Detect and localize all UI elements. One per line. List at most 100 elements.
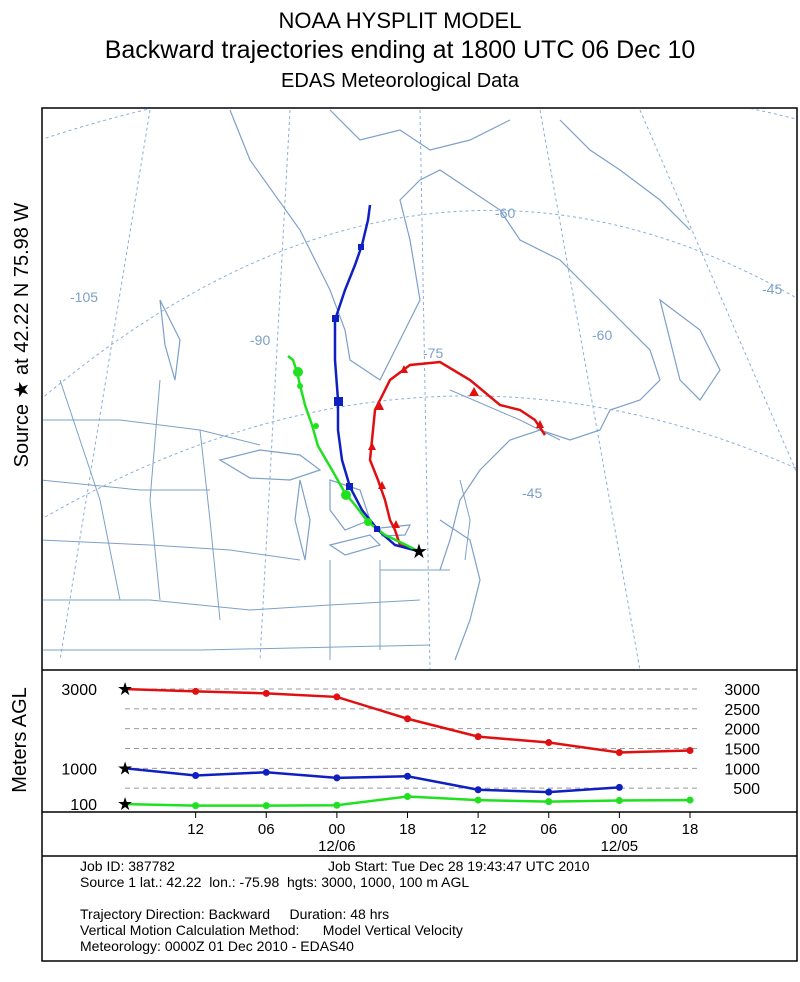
height-series-marker bbox=[686, 746, 694, 754]
border-6 bbox=[43, 599, 421, 611]
meteorology-info: Meteorology: 0000Z 01 Dec 2010 - EDAS40 bbox=[80, 938, 354, 954]
newfoundland bbox=[659, 298, 721, 401]
source-info: Source 1 lat.: 42.22 lon.: -75.98 hgts: … bbox=[80, 874, 470, 890]
trajectory-marker bbox=[392, 520, 400, 528]
left-tick-label: 3000 bbox=[61, 682, 97, 699]
trajectory-marker bbox=[378, 481, 386, 489]
vertical-motion-method: Vertical Motion Calculation Method: Mode… bbox=[80, 922, 463, 938]
start-star-icon: ★ bbox=[117, 679, 133, 699]
map-panel: -105 -90 -75 -60 -60 -45 -45 bbox=[11, 109, 796, 669]
height-series-marker bbox=[545, 798, 553, 806]
height-series-marker bbox=[474, 786, 482, 794]
x-tick-label: 00 bbox=[329, 821, 346, 838]
state-borders bbox=[43, 379, 561, 660]
x-tick-label: 06 bbox=[258, 821, 275, 838]
labrador-coast bbox=[559, 119, 691, 231]
height-gridlines bbox=[125, 688, 700, 789]
height-series-marker bbox=[333, 801, 341, 809]
left-tick-labels: 3000 1000 100 bbox=[61, 682, 97, 814]
height-series-marker bbox=[686, 796, 694, 804]
height-series-marker bbox=[192, 771, 200, 779]
right-tick-label: 3000 bbox=[724, 682, 760, 699]
height-series-marker bbox=[404, 715, 411, 723]
blue-markers bbox=[332, 244, 380, 532]
lake-erie bbox=[328, 534, 382, 556]
height-series-marker bbox=[615, 783, 623, 791]
x-tick-label: 06 bbox=[540, 821, 557, 838]
title-line-2: Backward trajectories ending at 1800 UTC… bbox=[104, 36, 696, 64]
longitude-label: -75 bbox=[423, 345, 443, 361]
latitude-circle-1 bbox=[43, 209, 796, 399]
border-4 bbox=[43, 479, 210, 491]
map-trajectories bbox=[287, 204, 547, 553]
meridian-1 bbox=[59, 109, 151, 661]
height-series-marker bbox=[333, 774, 341, 782]
title-line-1: NOAA HYSPLIT MODEL bbox=[278, 8, 522, 33]
border-1 bbox=[59, 379, 121, 601]
trajectory-marker bbox=[364, 518, 372, 526]
start-star-icon: ★ bbox=[117, 794, 133, 814]
longitude-label: -105 bbox=[70, 289, 98, 305]
east-coast bbox=[439, 519, 481, 661]
x-tick-labels: 12 06 00 18 12 06 00 18 bbox=[187, 812, 698, 838]
trajectory-marker bbox=[536, 420, 544, 428]
meridian-2 bbox=[259, 109, 291, 661]
meridian-3 bbox=[419, 109, 431, 669]
height-series-marker bbox=[615, 796, 623, 804]
latitude-circle-3 bbox=[43, 395, 796, 519]
border-2 bbox=[149, 379, 161, 601]
map-trajectory-100m bbox=[287, 355, 419, 553]
trajectory-marker bbox=[334, 397, 343, 406]
trajectory-marker bbox=[376, 402, 384, 410]
height-series-marker bbox=[262, 689, 270, 697]
lake-huron bbox=[329, 479, 371, 531]
x-tick-label: 12 bbox=[470, 821, 487, 838]
lake-winnipeg bbox=[159, 299, 181, 381]
green-markers bbox=[293, 367, 372, 526]
date-label: 12/06 bbox=[318, 838, 356, 855]
border-3 bbox=[199, 429, 221, 621]
longitude-label: -45 bbox=[522, 485, 542, 501]
y-axis-label: Meters AGL bbox=[9, 687, 31, 793]
x-tick-label: 18 bbox=[682, 821, 699, 838]
longitude-label: -90 bbox=[250, 332, 270, 348]
us-canada-border bbox=[43, 419, 261, 446]
trajectory-marker bbox=[297, 383, 303, 389]
height-series-marker bbox=[404, 772, 411, 780]
right-tick-labels: 3000 2500 2000 1500 1000 500 bbox=[724, 682, 760, 798]
trajectory-marker bbox=[400, 365, 408, 373]
trajectory-marker bbox=[341, 490, 351, 500]
x-tick-label: 12 bbox=[187, 821, 204, 838]
border-7 bbox=[43, 644, 431, 651]
date-labels: 12/06 12/05 bbox=[318, 838, 638, 855]
left-tick-label: 1000 bbox=[61, 761, 97, 778]
height-series-marker bbox=[474, 733, 482, 741]
right-tick-label: 1500 bbox=[724, 742, 760, 759]
longitude-label: -60 bbox=[495, 205, 515, 221]
height-series-line bbox=[124, 767, 620, 794]
date-label: 12/05 bbox=[601, 838, 639, 855]
map-trajectory-3000m bbox=[368, 360, 547, 553]
job-id: Job ID: 387782 bbox=[80, 858, 175, 874]
right-tick-label: 2000 bbox=[724, 722, 760, 739]
trajectory-marker bbox=[368, 442, 376, 450]
border-5 bbox=[43, 539, 301, 561]
coastlines bbox=[159, 109, 721, 661]
graticule bbox=[43, 109, 796, 669]
border-11 bbox=[459, 479, 471, 561]
height-series-marker bbox=[545, 788, 553, 796]
trajectory-marker bbox=[332, 315, 339, 322]
height-series-marker bbox=[545, 739, 553, 747]
start-star-icon: ★ bbox=[117, 758, 133, 778]
right-tick-label: 500 bbox=[733, 781, 760, 798]
trajectory-direction: Trajectory Direction: Backward Duration:… bbox=[80, 906, 390, 922]
lake-superior bbox=[218, 449, 322, 481]
height-series-marker bbox=[474, 796, 482, 804]
right-tick-label: 2500 bbox=[724, 702, 760, 719]
height-series-marker bbox=[615, 748, 623, 756]
red-markers bbox=[368, 365, 544, 528]
x-tick-label: 18 bbox=[399, 821, 416, 838]
longitude-label: -45 bbox=[762, 281, 782, 297]
height-series-marker bbox=[192, 802, 200, 810]
